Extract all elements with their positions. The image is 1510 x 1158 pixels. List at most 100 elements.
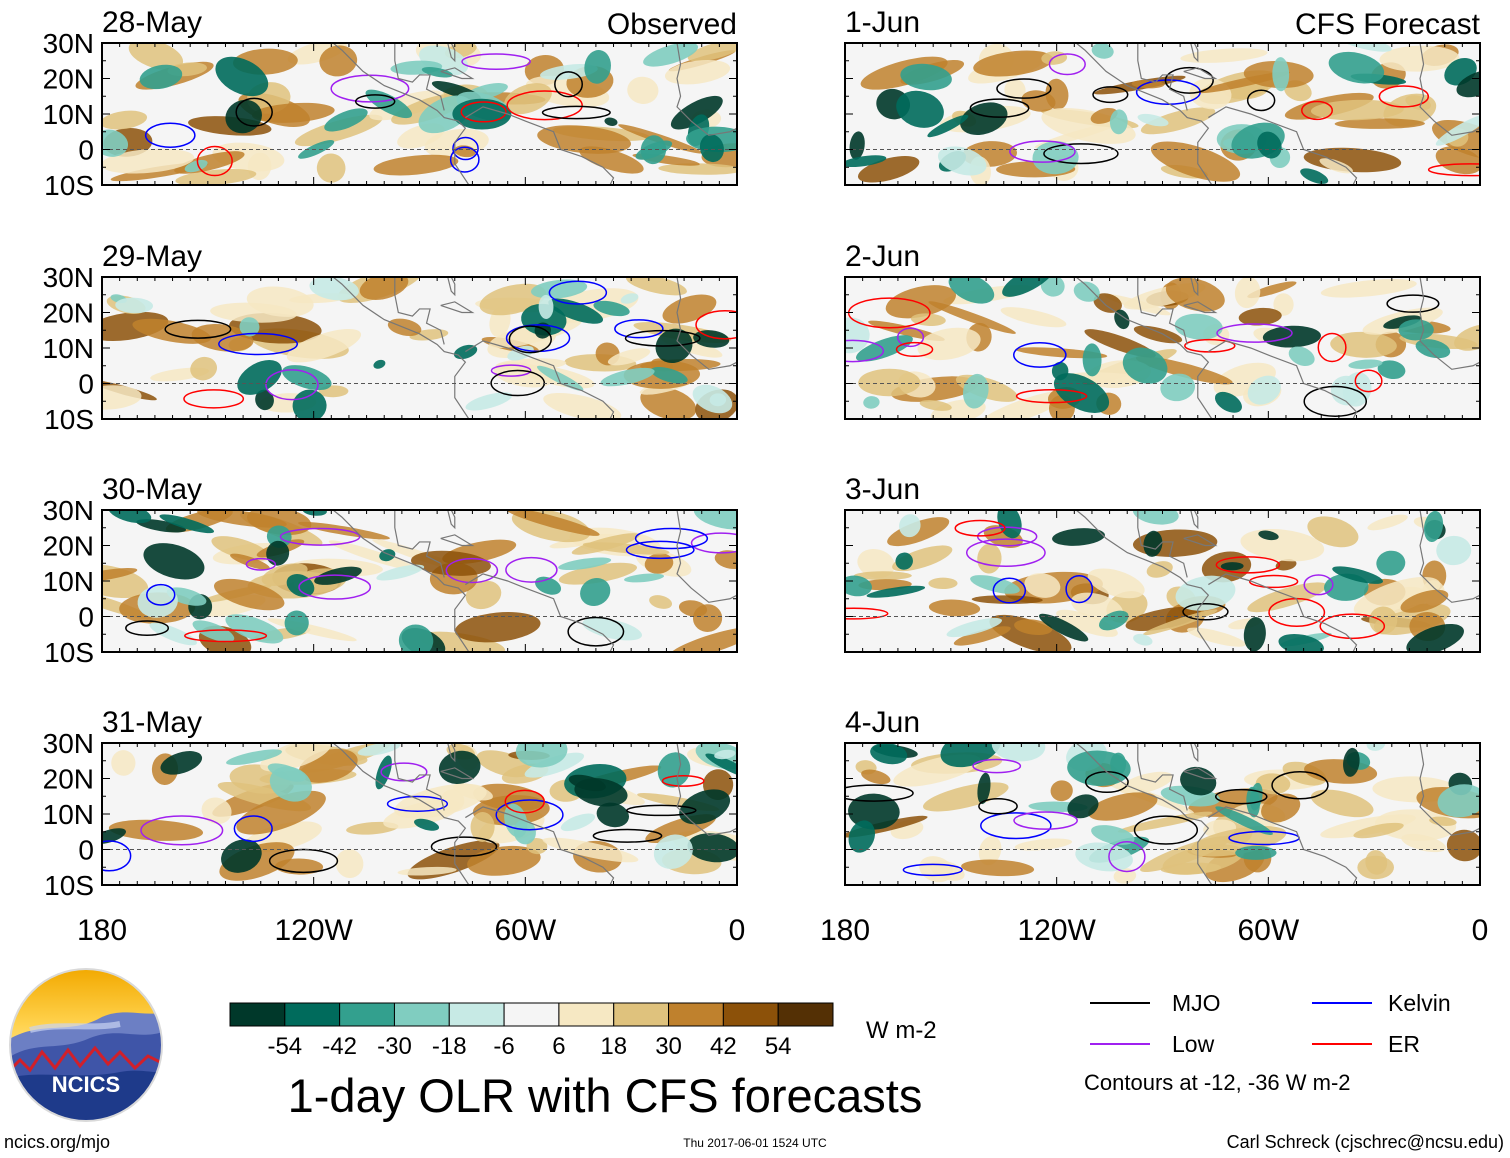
panel-ticks <box>101 276 738 420</box>
wave-contour <box>1013 342 1067 368</box>
wave-contour <box>184 629 268 643</box>
wave-contour <box>548 280 608 305</box>
panel-date: 29-May <box>102 240 202 273</box>
olr-field <box>102 510 737 652</box>
wave-contour <box>1215 556 1281 574</box>
y-tick-label: 20N <box>43 531 94 562</box>
y-tick-label: 20N <box>43 764 94 795</box>
x-tick-label: 120W <box>1017 914 1096 947</box>
x-tick-label: 180 <box>77 914 127 947</box>
y-tick-label: 30N <box>43 728 94 759</box>
colorbar-swatch <box>558 1002 615 1027</box>
olr-field <box>845 277 1480 419</box>
wave-contour <box>140 815 224 846</box>
wave-contour <box>1182 602 1229 621</box>
wave-contour <box>245 557 277 571</box>
legend-label-kelvin: Kelvin <box>1388 990 1451 1016</box>
wave-contour <box>445 557 499 584</box>
colorbar-swatch <box>448 1002 505 1027</box>
colorbar-swatch <box>339 1002 395 1027</box>
panel-2-jun: 2-Jun <box>844 240 1481 420</box>
panel-date: 1-Jun <box>845 6 920 39</box>
panel-30-may: 30-May 30N 20N 10N 0 10S <box>43 473 738 668</box>
colorbar-swatch <box>393 1002 450 1027</box>
y-tick-label: 10S <box>44 170 94 201</box>
wave-contour <box>1248 574 1299 589</box>
wave-contour <box>1427 163 1480 177</box>
wave-contour <box>268 848 339 874</box>
colorbar-tick-label: 6 <box>552 1033 565 1060</box>
wave-contour <box>567 616 625 647</box>
wave-contour <box>380 762 428 782</box>
wave-contour <box>626 804 697 817</box>
wave-contour <box>978 797 1018 815</box>
coastline <box>332 743 737 885</box>
panel-date: 4-Jun <box>845 706 920 739</box>
wave-contour <box>972 758 1022 774</box>
wave-contour <box>508 325 552 354</box>
wave-contour <box>965 538 1046 567</box>
colorbar-swatch <box>722 1002 779 1027</box>
wave-contour <box>845 607 889 620</box>
wave-contour <box>279 527 361 546</box>
wave-contour <box>490 369 546 397</box>
wave-contour <box>1092 86 1129 104</box>
olr-field <box>102 43 737 185</box>
panel-date: 31-May <box>102 706 202 739</box>
wave-contour <box>386 795 449 812</box>
colorbar-tick-label: -30 <box>377 1033 412 1060</box>
wave-contour <box>1043 143 1119 165</box>
legend-label-er: ER <box>1388 1031 1420 1057</box>
wave-contour <box>1164 66 1214 94</box>
wave-contour <box>504 789 546 814</box>
colorbar-tick-label: -54 <box>267 1033 302 1060</box>
wave-contour <box>980 812 1052 840</box>
y-tick-label: 10S <box>44 637 94 668</box>
y-tick-label: 0 <box>78 369 94 400</box>
y-tick-label: 10S <box>44 870 94 901</box>
wave-contour <box>1271 771 1329 800</box>
wave-contour <box>1214 788 1268 805</box>
colorbar-tick-label: 42 <box>710 1033 737 1060</box>
wave-contour <box>1184 338 1236 353</box>
wave-contour <box>624 329 701 347</box>
panel-4-jun: 4-Jun <box>844 706 1481 886</box>
wave-contour <box>1065 574 1094 604</box>
wave-contour <box>298 574 372 600</box>
wave-contour <box>625 540 695 560</box>
wave-contour <box>449 146 480 173</box>
legend: MJO Kelvin Low ER Contours at -12, -36 W… <box>1084 990 1451 1095</box>
wave-contour <box>461 53 531 71</box>
figure-title: 1-day OLR with CFS forecasts <box>288 1069 923 1122</box>
panel-ticks <box>101 42 738 186</box>
colorbar-tick-label: 54 <box>765 1033 792 1060</box>
y-tick-label: 10S <box>44 404 94 435</box>
wave-contour <box>144 122 196 148</box>
wave-contour <box>695 309 737 340</box>
x-tick-label: 180 <box>820 914 870 947</box>
wave-contour <box>954 519 1006 537</box>
legend-label-low: Low <box>1172 1031 1215 1057</box>
y-tick-label: 0 <box>78 135 94 166</box>
y-tick-label: 30N <box>43 28 94 59</box>
wave-contour <box>1108 841 1146 873</box>
colorbar-swatch <box>777 1002 834 1027</box>
x-tick-label: 120W <box>274 914 353 947</box>
coastline <box>1075 43 1480 185</box>
coastline <box>1075 277 1480 419</box>
y-tick-label: 30N <box>43 495 94 526</box>
wave-contour <box>1009 140 1076 163</box>
wave-contour <box>183 389 245 409</box>
wave-contour <box>1317 332 1347 363</box>
colorbar-swatch <box>284 1002 341 1027</box>
panel-ticks <box>844 276 1481 420</box>
colorbar-tick-label: -18 <box>432 1033 467 1060</box>
wave-contour <box>354 94 396 109</box>
y-tick-label: 10N <box>43 566 94 597</box>
wave-contour <box>460 101 507 123</box>
wave-contour <box>1133 815 1199 845</box>
legend-label-mjo: MJO <box>1172 990 1221 1016</box>
olr-field <box>845 743 1480 885</box>
colorbar-tick-label: 30 <box>655 1033 682 1060</box>
colorbar-tick-label: -42 <box>322 1033 357 1060</box>
